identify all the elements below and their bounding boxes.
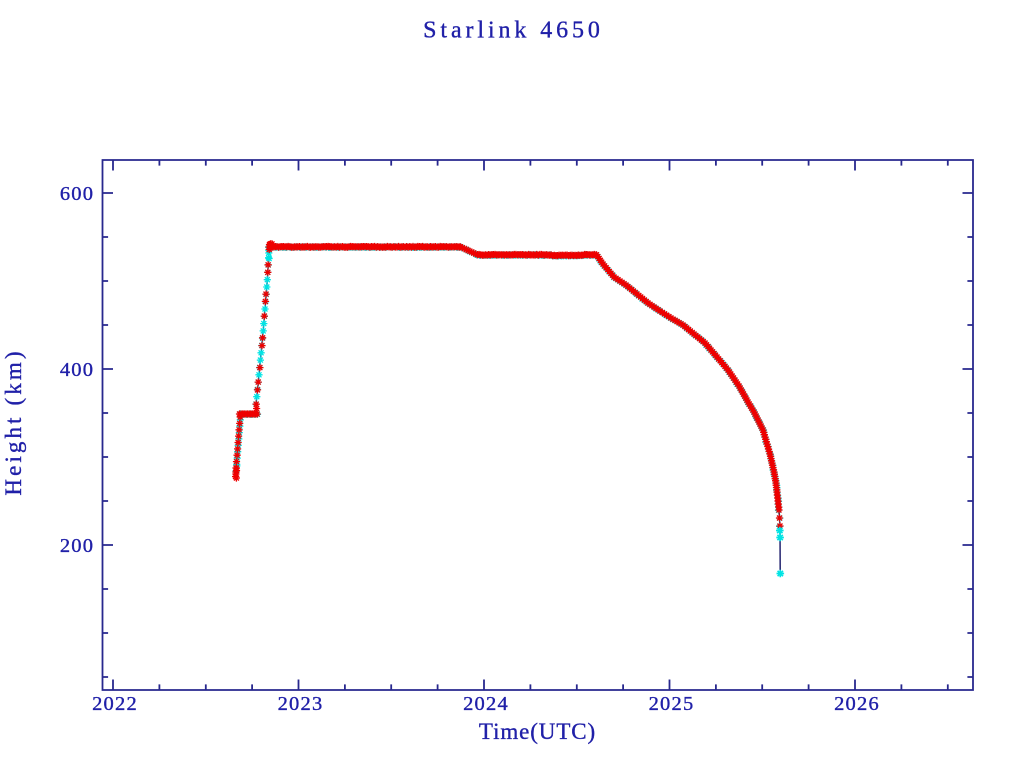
svg-text:Starlink 4650: Starlink 4650 <box>423 18 604 44</box>
svg-text:Time(UTC): Time(UTC) <box>479 719 596 744</box>
svg-text:400: 400 <box>60 359 94 381</box>
svg-text:600: 600 <box>60 183 94 205</box>
svg-text:2022: 2022 <box>92 693 138 715</box>
svg-text:2026: 2026 <box>834 693 880 715</box>
svg-text:2024: 2024 <box>463 693 509 715</box>
svg-text:Height (km): Height (km) <box>1 348 26 495</box>
svg-text:2025: 2025 <box>649 693 695 715</box>
svg-text:200: 200 <box>60 535 94 557</box>
svg-text:2023: 2023 <box>278 693 324 715</box>
